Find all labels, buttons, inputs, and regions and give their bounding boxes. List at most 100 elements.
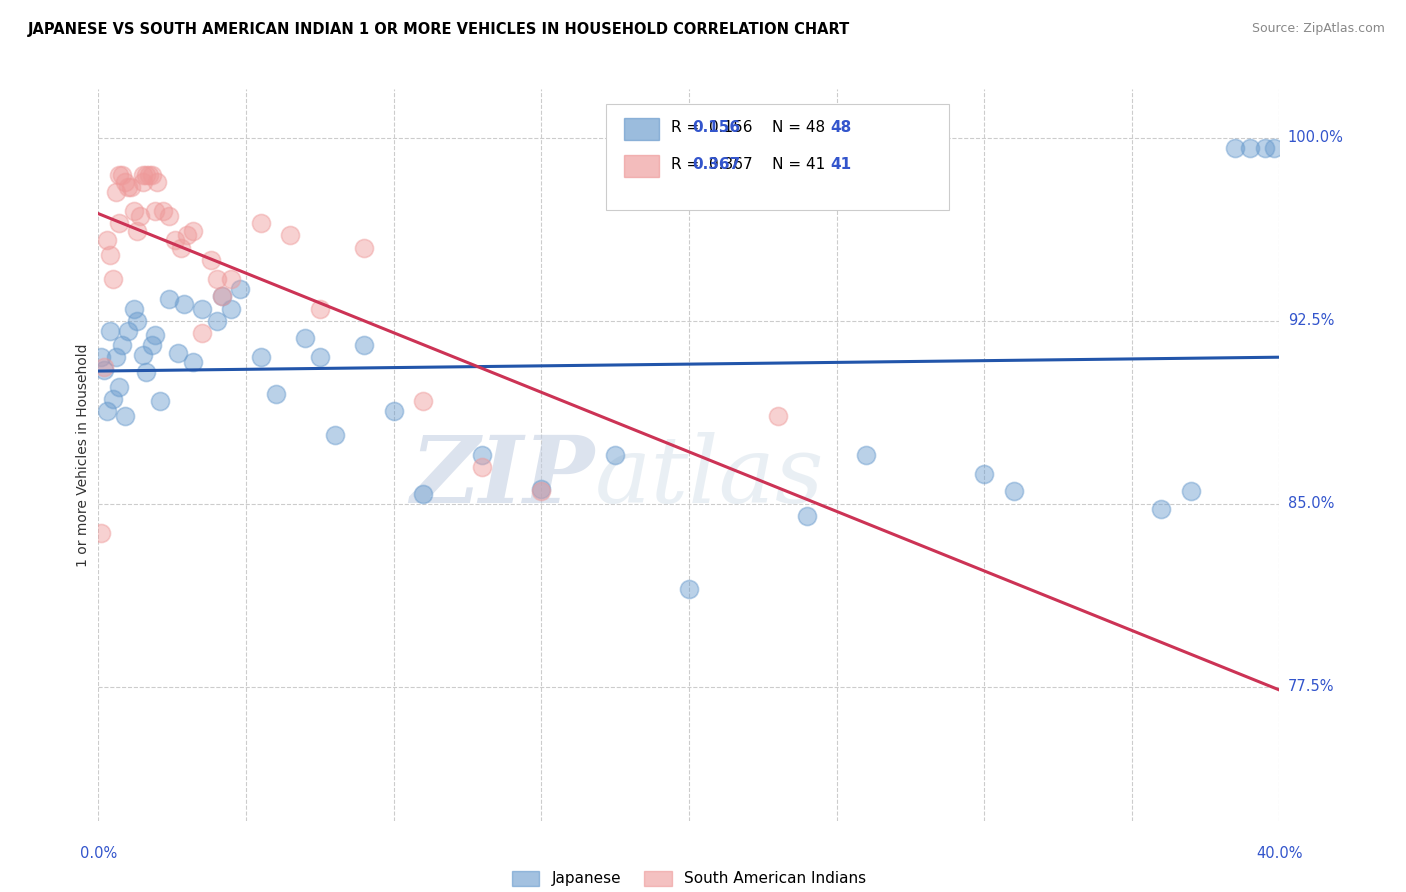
Point <box>103 272 125 286</box>
Point <box>111 168 134 182</box>
Point <box>111 338 134 352</box>
Point <box>205 314 228 328</box>
Point <box>353 338 375 352</box>
Point <box>205 272 228 286</box>
Point <box>323 428 346 442</box>
Text: atlas: atlas <box>595 432 824 522</box>
Point <box>108 168 131 182</box>
Point <box>309 351 332 365</box>
Text: 85.0%: 85.0% <box>1288 496 1334 511</box>
Text: 100.0%: 100.0% <box>1288 130 1344 145</box>
Point <box>132 168 155 182</box>
FancyBboxPatch shape <box>624 119 659 140</box>
Text: R =  0.156    N = 48: R = 0.156 N = 48 <box>671 120 825 136</box>
Text: ZIP: ZIP <box>411 432 595 522</box>
Point <box>264 387 287 401</box>
Text: 41: 41 <box>831 157 852 172</box>
Point <box>294 331 316 345</box>
Point <box>105 351 128 365</box>
Point <box>219 272 242 286</box>
Point <box>412 487 434 501</box>
Point <box>412 394 434 409</box>
Point <box>120 179 142 194</box>
Point <box>122 301 145 316</box>
Point <box>157 209 180 223</box>
Point <box>117 324 139 338</box>
Text: R =  0.367    N = 41: R = 0.367 N = 41 <box>671 157 825 172</box>
Point <box>149 394 172 409</box>
Point <box>167 345 190 359</box>
Point <box>530 482 553 496</box>
Point <box>471 448 494 462</box>
Point <box>90 351 112 365</box>
Point <box>766 409 789 423</box>
Text: 92.5%: 92.5% <box>1288 313 1334 328</box>
Point <box>138 168 160 182</box>
Point <box>229 282 252 296</box>
Point <box>170 241 193 255</box>
Point <box>146 175 169 189</box>
Point <box>1002 484 1025 499</box>
Point <box>353 241 375 255</box>
Text: 48: 48 <box>831 120 852 136</box>
Point <box>135 168 157 182</box>
Point <box>143 328 166 343</box>
Point <box>211 289 233 303</box>
Point <box>219 301 242 316</box>
Point <box>96 404 118 418</box>
Point <box>530 484 553 499</box>
Point <box>250 351 273 365</box>
Point <box>108 216 131 230</box>
Point <box>1254 141 1277 155</box>
Y-axis label: 1 or more Vehicles in Household: 1 or more Vehicles in Household <box>76 343 90 566</box>
Point <box>796 508 818 523</box>
Point <box>191 301 214 316</box>
Text: 77.5%: 77.5% <box>1288 679 1334 694</box>
Text: 0.367: 0.367 <box>693 157 741 172</box>
Point <box>1180 484 1202 499</box>
Point <box>200 252 222 267</box>
Text: Source: ZipAtlas.com: Source: ZipAtlas.com <box>1251 22 1385 36</box>
Point <box>157 292 180 306</box>
Point <box>309 301 332 316</box>
Point <box>141 338 163 352</box>
Point <box>128 209 150 223</box>
Point <box>152 204 174 219</box>
Point <box>96 233 118 247</box>
Point <box>125 224 148 238</box>
Point <box>1239 141 1261 155</box>
Point <box>105 185 128 199</box>
Point <box>93 360 115 375</box>
Point <box>1263 141 1285 155</box>
Point <box>211 289 233 303</box>
Legend: Japanese, South American Indians: Japanese, South American Indians <box>506 865 872 892</box>
Point <box>973 467 995 482</box>
Point <box>605 448 627 462</box>
Point <box>98 248 121 262</box>
Point <box>114 409 136 423</box>
Point <box>90 525 112 540</box>
Text: JAPANESE VS SOUTH AMERICAN INDIAN 1 OR MORE VEHICLES IN HOUSEHOLD CORRELATION CH: JAPANESE VS SOUTH AMERICAN INDIAN 1 OR M… <box>28 22 851 37</box>
Point <box>471 460 494 475</box>
Point <box>1223 141 1246 155</box>
Point <box>122 204 145 219</box>
Point <box>125 314 148 328</box>
Point <box>382 404 405 418</box>
Point <box>678 582 700 596</box>
Point <box>176 228 198 243</box>
Point <box>108 379 131 393</box>
Point <box>165 233 187 247</box>
Point <box>135 365 157 379</box>
Point <box>181 224 204 238</box>
Text: 0.0%: 0.0% <box>80 846 117 861</box>
Point <box>143 204 166 219</box>
FancyBboxPatch shape <box>606 103 949 210</box>
Point <box>855 448 877 462</box>
Point <box>278 228 302 243</box>
Point <box>173 297 195 311</box>
Point <box>181 355 204 369</box>
Point <box>1150 501 1173 516</box>
Point <box>132 348 155 362</box>
Point <box>132 175 155 189</box>
Text: 0.156: 0.156 <box>693 120 741 136</box>
